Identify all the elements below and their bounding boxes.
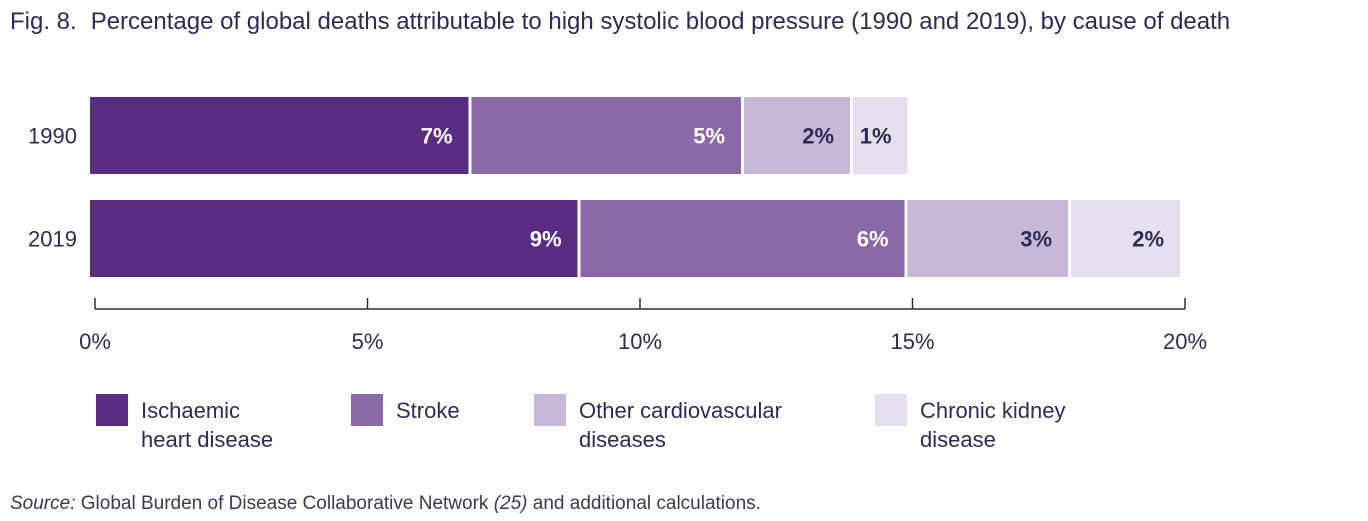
legend-item-chronic-kidney-disease: Chronic kidney disease — [875, 394, 1066, 454]
legend-swatch-stroke — [351, 394, 383, 426]
legend-swatch-ischaemic-heart-disease — [96, 394, 128, 426]
legend-label-stroke: Stroke — [396, 398, 460, 423]
stacked-bar-chart: 1990 7% 5% 2% 1% 2019 9% 6% 3% 2% 0% 5% 10% 15% 20% — [28, 97, 1207, 354]
figure-number: Fig. 8. — [10, 8, 77, 35]
bar-chronic-kidney-disease-1990 — [853, 97, 908, 174]
category-label-1990: 1990 — [28, 124, 77, 149]
data-label-other-cardiovascular-diseases-1990: 2% — [802, 124, 834, 149]
bar-other-cardiovascular-diseases-2019 — [907, 200, 1068, 277]
bars-layer: 1990 7% 5% 2% 1% 2019 9% 6% 3% 2% — [28, 97, 1180, 277]
chart-title: Fig. 8. Percentage of global deaths attri… — [10, 6, 1365, 38]
legend-swatch-other-cardiovascular-diseases — [534, 394, 566, 426]
data-label-ischaemic-heart-disease-1990: 7% — [421, 124, 453, 149]
legend-item-ischaemic-heart-disease: Ischaemic heart disease — [96, 394, 273, 454]
data-label-chronic-kidney-disease-2019: 2% — [1132, 227, 1164, 252]
bar-ischaemic-heart-disease-1990 — [90, 97, 469, 174]
data-label-chronic-kidney-disease-1990: 1% — [860, 124, 892, 149]
bar-stroke-2019 — [580, 200, 905, 277]
source-text: Global Burden of Disease Collaborative N… — [75, 493, 494, 514]
legend-label-chronic-kidney-disease: Chronic kidney disease — [920, 398, 1066, 452]
legend-label-ischaemic-heart-disease: Ischaemic heart disease — [141, 398, 274, 452]
legend-label-other-cardiovascular-diseases: Other cardiovascular diseases — [579, 398, 782, 452]
bar-ischaemic-heart-disease-2019 — [90, 200, 578, 277]
figure-title-text: Percentage of global deaths attributable… — [90, 8, 1231, 35]
x-tick-label-5: 5% — [352, 329, 384, 354]
legend-item-other-cardiovascular-diseases: Other cardiovascular diseases — [534, 394, 782, 454]
x-tick-label-10: 10% — [618, 329, 662, 354]
category-label-2019: 2019 — [28, 227, 77, 252]
legend: Ischaemic heart disease Stroke Other car… — [0, 394, 1368, 464]
legend-item-stroke: Stroke — [351, 394, 460, 426]
x-tick-label-15: 15% — [890, 329, 934, 354]
x-tick-label-20: 20% — [1163, 329, 1207, 354]
source-text-end: and additional calculations. — [527, 493, 761, 514]
data-label-stroke-2019: 6% — [857, 227, 889, 252]
source-label: Source: — [10, 493, 76, 514]
x-tick-label-0: 0% — [79, 329, 111, 354]
source-note: Source: Global Burden of Disease Collabo… — [10, 491, 761, 517]
source-reference: (25) — [493, 493, 528, 514]
bar-chronic-kidney-disease-2019 — [1071, 200, 1180, 277]
data-label-ischaemic-heart-disease-2019: 9% — [530, 227, 562, 252]
data-label-stroke-1990: 5% — [693, 124, 725, 149]
legend-swatch-chronic-kidney-disease — [875, 394, 907, 426]
data-label-other-cardiovascular-diseases-2019: 3% — [1020, 227, 1052, 252]
bar-other-cardiovascular-diseases-1990 — [744, 97, 850, 174]
x-axis: 0% 5% 10% 15% 20% — [79, 298, 1207, 354]
bar-stroke-1990 — [471, 97, 741, 174]
